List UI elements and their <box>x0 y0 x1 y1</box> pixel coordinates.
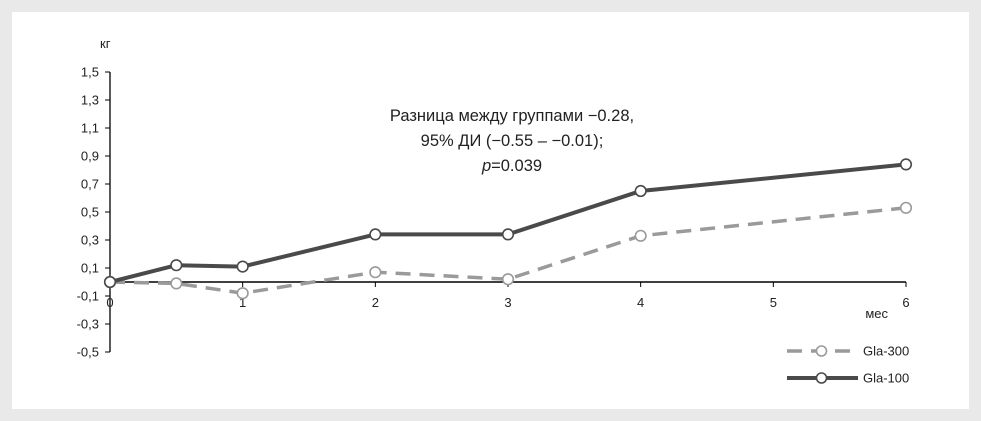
x-axis-unit-label: мес <box>865 306 888 321</box>
data-point-gla-300 <box>899 201 913 214</box>
x-tick-label: 5 <box>770 295 777 310</box>
y-tick-label: 0,7 <box>81 177 99 192</box>
x-tick-label: 2 <box>372 295 379 310</box>
y-tick-label: 0,5 <box>81 205 99 220</box>
data-point-gla-300 <box>634 229 647 242</box>
line-chart: 1,5 1,3 1,1 0,9 0,7 0,5 0,3 0,1 -0,1 -0,3 -0,5 0 1 2 3… <box>77 36 913 386</box>
series-line-gla-100 <box>109 162 907 284</box>
chart-panel: 1,5 1,3 1,1 0,9 0,7 0,5 0,3 0,1 -0,1 -0,3 -0,5 0 1 2 3… <box>12 12 969 409</box>
y-axis-unit-label: кг <box>100 36 111 51</box>
legend: Gla-300 Gla-100 <box>787 344 909 386</box>
y-tick-label: 0,1 <box>81 261 99 276</box>
legend-marker-gla-100 <box>815 372 828 384</box>
y-tick-label: 1,5 <box>81 65 99 80</box>
data-point-gla-100 <box>369 228 382 241</box>
data-point-gla-100 <box>170 259 183 272</box>
legend-label-gla-300: Gla-300 <box>863 344 909 359</box>
legend-label-gla-100: Gla-100 <box>863 371 909 386</box>
data-point-gla-100 <box>236 260 249 273</box>
annotation-line-1: Разница между группами −0.28, <box>389 107 635 125</box>
annotation-p-value: =0.039 <box>491 157 543 175</box>
y-tick-label: 0,3 <box>81 233 99 248</box>
x-tick-label: 0 <box>106 295 113 310</box>
annotation-line-3: p=0.039 <box>332 154 692 179</box>
y-tick-label: -0,3 <box>77 317 99 332</box>
y-tick-label: 1,1 <box>81 121 99 136</box>
y-tick-label: 1,3 <box>81 93 99 108</box>
data-point-gla-100 <box>634 184 647 198</box>
annotation-p-symbol: p <box>481 157 492 175</box>
series-layer <box>103 158 913 300</box>
data-point-gla-100 <box>899 158 913 171</box>
x-tick-label: 1 <box>239 295 246 310</box>
x-tick-label: 6 <box>902 295 909 310</box>
y-tick-label: -0,1 <box>77 289 99 304</box>
legend-marker-gla-300 <box>815 345 828 357</box>
x-tick-label: 4 <box>637 295 644 310</box>
x-tick-label: 3 <box>504 295 511 310</box>
data-point-gla-100 <box>103 275 117 289</box>
data-point-gla-300 <box>369 266 382 279</box>
data-point-gla-100 <box>501 228 515 241</box>
data-point-gla-300 <box>170 277 183 290</box>
y-tick-label: -0,5 <box>77 345 99 360</box>
data-point-gla-300 <box>501 273 515 286</box>
axes-group: 1,5 1,3 1,1 0,9 0,7 0,5 0,3 0,1 -0,1 -0,3 -0,5 0 1 2 3… <box>77 36 910 360</box>
data-point-gla-300 <box>236 287 249 300</box>
y-tick-label: 0,9 <box>81 149 99 164</box>
chart-annotation: Разница между группами −0.28, 95% ДИ (−0… <box>332 104 692 179</box>
annotation-line-2: 95% ДИ (−0.55 – −0.01); <box>420 132 604 150</box>
